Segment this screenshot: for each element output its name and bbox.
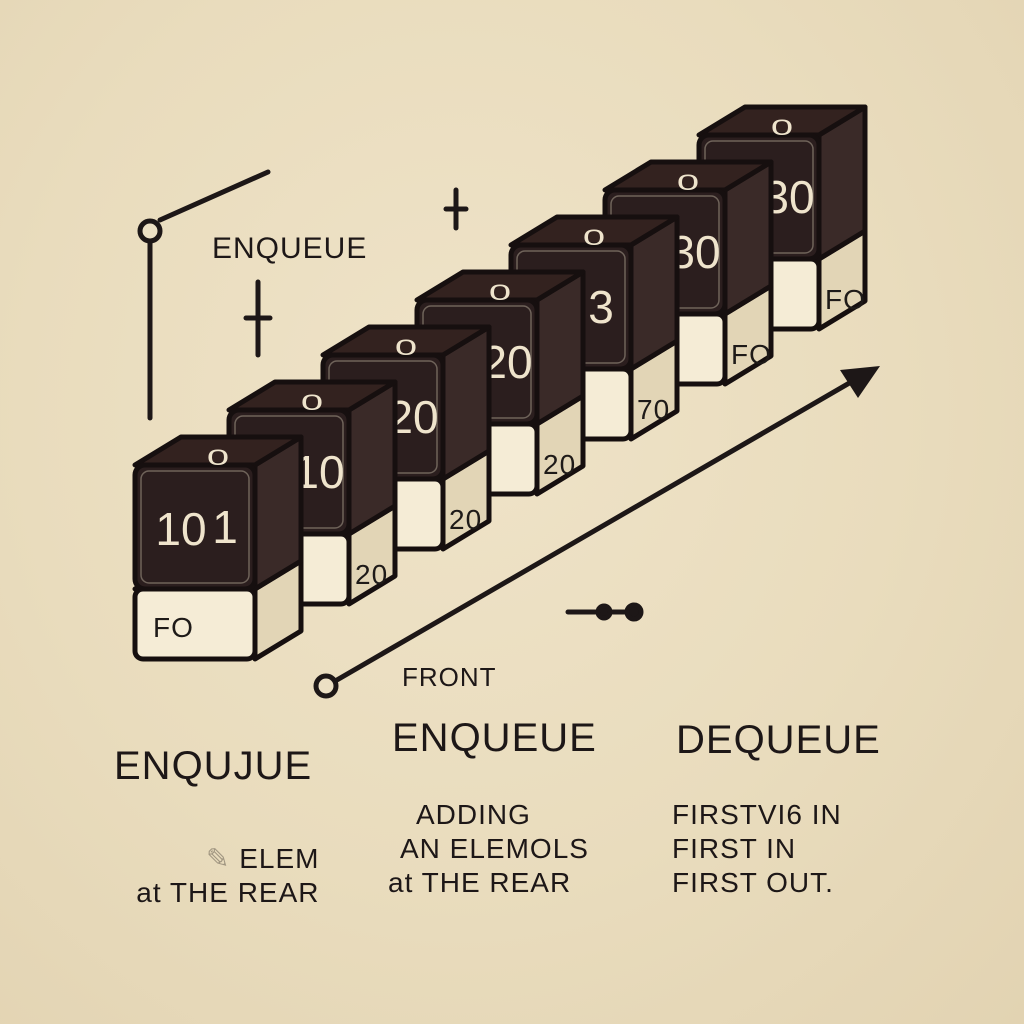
base-side-label: 70 <box>637 394 670 425</box>
cube-side-label: 3 <box>588 281 614 333</box>
base-side-label: 20 <box>355 559 388 590</box>
cube-top-label: 0 <box>771 115 793 140</box>
cube-highlight <box>140 470 250 584</box>
queue-cube: FO 0 10 1 <box>132 434 304 662</box>
cube-top-label: 0 <box>677 170 699 195</box>
column-2-line-1: ADDING <box>416 799 531 830</box>
column-2-line-2: AN ELEMOLS <box>400 833 589 864</box>
cube-top-label: 0 <box>301 390 323 415</box>
cube-top-label: 0 <box>583 225 605 250</box>
column-1-line-1: ELEM <box>239 843 320 874</box>
column-3-line-1: FIRSTVI6 IN <box>672 799 842 830</box>
base-side-label: FO <box>731 339 772 370</box>
cube-top-label: 0 <box>489 280 511 305</box>
cube-front <box>132 462 258 592</box>
enqueue-marker <box>137 169 271 421</box>
base-side-label: FO <box>825 284 866 315</box>
cube-front-label: 10 <box>155 503 206 555</box>
base-side-label: 20 <box>449 504 482 535</box>
front-label: FRONT <box>402 662 497 692</box>
cube-top-label: 0 <box>395 335 417 360</box>
column-3-line-3: FIRST OUT. <box>672 867 834 898</box>
queue-direction-arrow <box>313 366 880 699</box>
column-2-heading: ENQUEUE <box>392 716 597 760</box>
column-1-desc: ✎ ELEM at THE REAR <box>108 842 320 910</box>
column-2-line-3: at THE REAR <box>388 867 572 898</box>
cube-side-label: 1 <box>212 501 238 553</box>
bullet-icon: ✎ <box>206 843 240 874</box>
column-2-desc: ADDING AN ELEMOLS at THE REAR <box>388 798 589 900</box>
enqueue-label: ENQUEUE <box>212 232 367 265</box>
base-front-label: FO <box>153 612 194 643</box>
column-1-line-2: at THE REAR <box>136 877 320 908</box>
queue-cube: 70 0 3 <box>508 214 680 442</box>
tick-marks <box>243 187 469 358</box>
column-3-line-2: FIRST IN <box>672 833 797 864</box>
column-3-desc: FIRSTVI6 IN FIRST IN FIRST OUT. <box>672 798 842 900</box>
cube-top-label: 0 <box>207 445 229 470</box>
column-3-heading: DEQUEUE <box>676 718 881 762</box>
dequeue-pointer <box>565 602 644 622</box>
column-1-heading: ENQUJUE <box>114 744 313 788</box>
base-side-label: 20 <box>543 449 576 480</box>
